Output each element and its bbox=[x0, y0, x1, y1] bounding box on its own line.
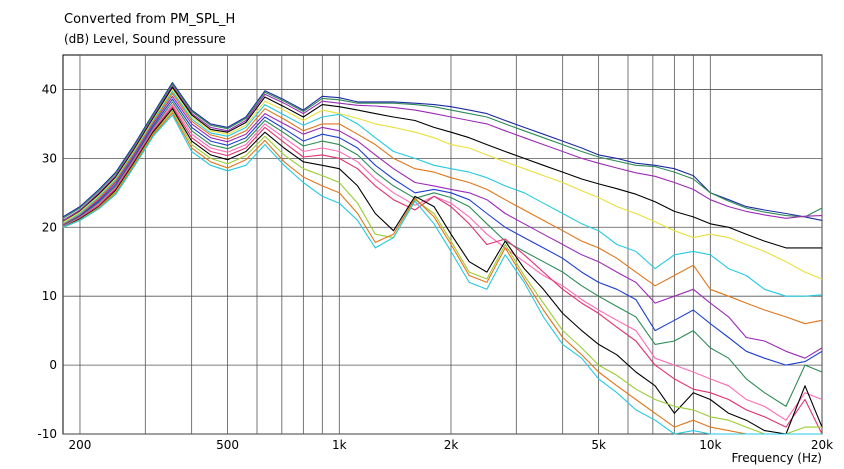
x-tick-group: 2k bbox=[444, 438, 459, 452]
series-line-6 bbox=[62, 93, 823, 325]
x-tick-label: 1k bbox=[332, 438, 347, 452]
series-line-10 bbox=[62, 104, 823, 421]
series-line-13 bbox=[62, 110, 822, 435]
series-line-0 bbox=[62, 82, 823, 221]
y-tick-group: 20 bbox=[42, 220, 57, 234]
x-tick-label: 200 bbox=[69, 438, 92, 452]
series-line-5 bbox=[62, 90, 823, 297]
x-ticks: 200 500 1k 2k 5k 10k 20k bbox=[69, 438, 834, 452]
y-tick-label: 0 bbox=[49, 358, 57, 372]
series-line-11 bbox=[62, 106, 823, 435]
series-line-9 bbox=[62, 101, 823, 407]
x-tick-label: 20k bbox=[811, 438, 833, 452]
x-tick-group: 1k bbox=[332, 438, 347, 452]
y-ticks: 40 30 20 10 0 -10 bbox=[37, 82, 57, 441]
y-tick-label: 30 bbox=[42, 151, 57, 165]
y-axis-label: (dB) Level, Sound pressure bbox=[64, 32, 226, 46]
series-line-2 bbox=[62, 85, 823, 221]
series-line-15 bbox=[62, 114, 822, 435]
series-line-4 bbox=[62, 88, 823, 280]
series-line-7 bbox=[62, 95, 823, 359]
x-tick-group: 5k bbox=[591, 438, 606, 452]
y-tick-group: -10 bbox=[37, 427, 57, 441]
y-tick-group: 0 bbox=[49, 358, 57, 372]
x-tick-group: 10k bbox=[699, 438, 721, 452]
x-tick-group: 20k bbox=[811, 438, 833, 452]
chart-title: Converted from PM_SPL_H bbox=[64, 12, 236, 27]
x-tick-label: 5k bbox=[591, 438, 606, 452]
series-group bbox=[62, 82, 823, 435]
series-line-8 bbox=[62, 98, 823, 366]
x-tick-label: 2k bbox=[444, 438, 459, 452]
y-tick-label: 20 bbox=[42, 220, 57, 234]
x-tick-label: 10k bbox=[699, 438, 721, 452]
x-tick-group: 200 bbox=[69, 438, 92, 452]
y-tick-label: -10 bbox=[37, 427, 57, 441]
series-line-1 bbox=[62, 83, 823, 219]
series-line-3 bbox=[62, 86, 822, 249]
series-line-12 bbox=[62, 108, 823, 435]
x-tick-group: 500 bbox=[216, 438, 239, 452]
y-tick-group: 40 bbox=[42, 82, 57, 96]
y-tick-group: 10 bbox=[42, 289, 57, 303]
x-axis-label: Frequency (Hz) bbox=[731, 451, 823, 465]
series-line-14 bbox=[62, 112, 822, 435]
y-tick-label: 40 bbox=[42, 82, 57, 96]
y-tick-label: 10 bbox=[42, 289, 57, 303]
x-tick-label: 500 bbox=[216, 438, 239, 452]
y-tick-group: 30 bbox=[42, 151, 57, 165]
